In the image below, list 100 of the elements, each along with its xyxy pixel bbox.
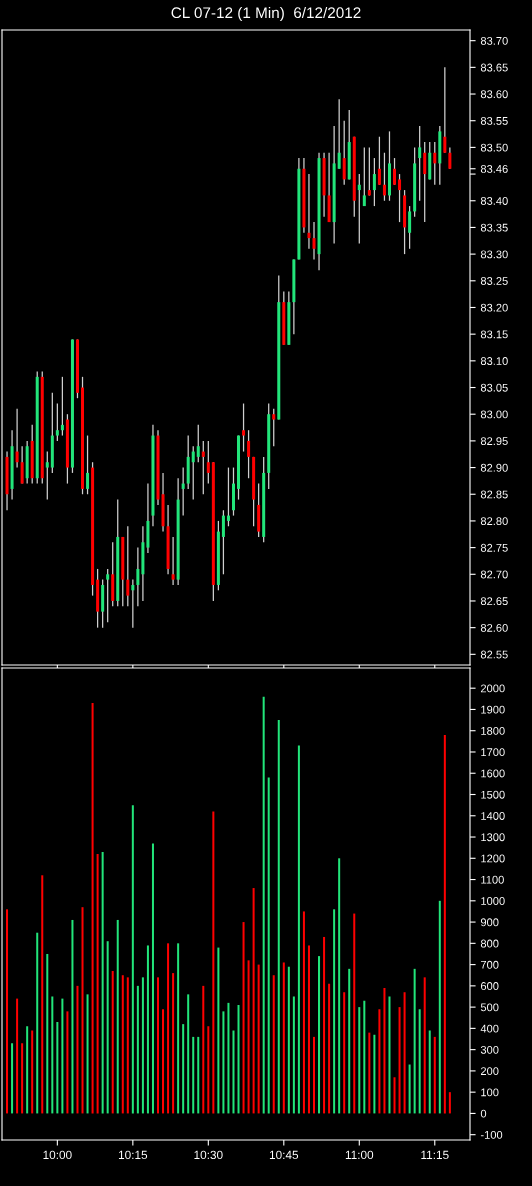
candlestick [226, 466, 230, 527]
candlestick [362, 146, 366, 207]
candlestick [382, 152, 386, 202]
bar [343, 992, 346, 1114]
bar [217, 947, 220, 1114]
candlestick [398, 173, 402, 223]
bar [151, 843, 154, 1114]
y-tick-label: 200 [480, 1067, 499, 1076]
bar [51, 996, 54, 1114]
y-tick-label: 83.65 [480, 63, 508, 72]
y-tick-label: 1300 [481, 833, 505, 842]
bar [423, 977, 426, 1114]
candlestick [423, 141, 427, 223]
bar [267, 777, 270, 1114]
candlestick [448, 146, 452, 170]
y-tick-label: 83.00 [480, 410, 508, 419]
bar [126, 977, 129, 1114]
bar [338, 858, 341, 1114]
bar [277, 720, 280, 1114]
bar [187, 994, 190, 1114]
bar [318, 956, 321, 1114]
candlestick [342, 120, 346, 186]
y-tick-label: 82.70 [480, 570, 508, 579]
bar [287, 966, 290, 1114]
bar [101, 851, 104, 1114]
bar [56, 1022, 59, 1114]
candlestick [367, 146, 371, 197]
bar [136, 985, 139, 1114]
bar [116, 919, 119, 1114]
bar [31, 1030, 34, 1114]
candlestick [377, 136, 381, 186]
candlestick [191, 445, 195, 501]
bar [312, 1036, 316, 1114]
bar [41, 875, 44, 1114]
candlestick [106, 568, 110, 623]
bar [36, 932, 39, 1114]
bar [6, 909, 9, 1114]
candlestick [55, 402, 59, 442]
bar [247, 960, 250, 1114]
bar [413, 968, 416, 1114]
y-tick-label: 1400 [481, 812, 505, 820]
x-tick-label: 10:30 [194, 1150, 223, 1160]
bar [237, 1004, 240, 1114]
y-tick-label: 83.40 [480, 197, 508, 205]
y-tick-label: 82.95 [480, 437, 508, 446]
candlestick [15, 408, 19, 469]
y-tick-label: 1900 [481, 705, 505, 714]
bar [141, 977, 144, 1114]
y-tick-label: 82.55 [480, 650, 508, 659]
bar [86, 994, 89, 1114]
bar [358, 1007, 361, 1114]
y-tick-label: 83.60 [480, 90, 508, 99]
x-tick-label: 10:45 [269, 1150, 299, 1160]
y-tick-label: 1000 [481, 897, 505, 905]
y-tick-label: 82.80 [480, 517, 508, 526]
bar [172, 973, 175, 1114]
candlestick [242, 402, 246, 453]
y-tick-label: 900 [480, 918, 499, 927]
bar [162, 1009, 165, 1114]
y-tick-label: 83.30 [480, 250, 508, 259]
bar [323, 936, 326, 1114]
bar [207, 1026, 210, 1114]
bar [282, 962, 285, 1114]
bar [398, 1007, 401, 1114]
bar [373, 1034, 376, 1114]
y-tick-label: 82.85 [480, 490, 508, 499]
bar [121, 975, 124, 1114]
bar [272, 975, 275, 1114]
candlestick [201, 440, 205, 495]
bar [61, 998, 64, 1114]
bar [302, 911, 305, 1114]
y-tick-label: 83.25 [480, 277, 508, 285]
y-tick-label: 82.60 [480, 623, 508, 632]
candlestick [337, 98, 341, 170]
y-tick-label: 83.10 [480, 357, 508, 365]
y-tick-label: 83.70 [480, 36, 508, 45]
bar [91, 703, 94, 1114]
bar [383, 987, 386, 1114]
bar [11, 1043, 14, 1114]
bar [76, 985, 79, 1114]
bar [227, 1002, 230, 1114]
y-tick-label: -100 [480, 1130, 503, 1139]
y-tick-label: 83.50 [480, 143, 508, 152]
bar [26, 1026, 29, 1114]
bar [46, 953, 49, 1114]
bar [177, 943, 180, 1114]
bar [131, 805, 134, 1114]
y-tick-label: 2000 [480, 684, 505, 693]
bar [81, 907, 84, 1114]
candlestick [196, 424, 200, 463]
bar [333, 909, 336, 1114]
y-tick-label: 82.75 [480, 543, 508, 552]
bar [16, 998, 19, 1114]
bar [368, 1032, 371, 1114]
candlestick [312, 221, 316, 261]
x-tick-label: 10:00 [43, 1150, 72, 1160]
y-tick-label: 400 [480, 1024, 499, 1033]
bar [403, 992, 406, 1114]
y-tick-label: 83.20 [480, 303, 508, 312]
bar [428, 1030, 431, 1114]
